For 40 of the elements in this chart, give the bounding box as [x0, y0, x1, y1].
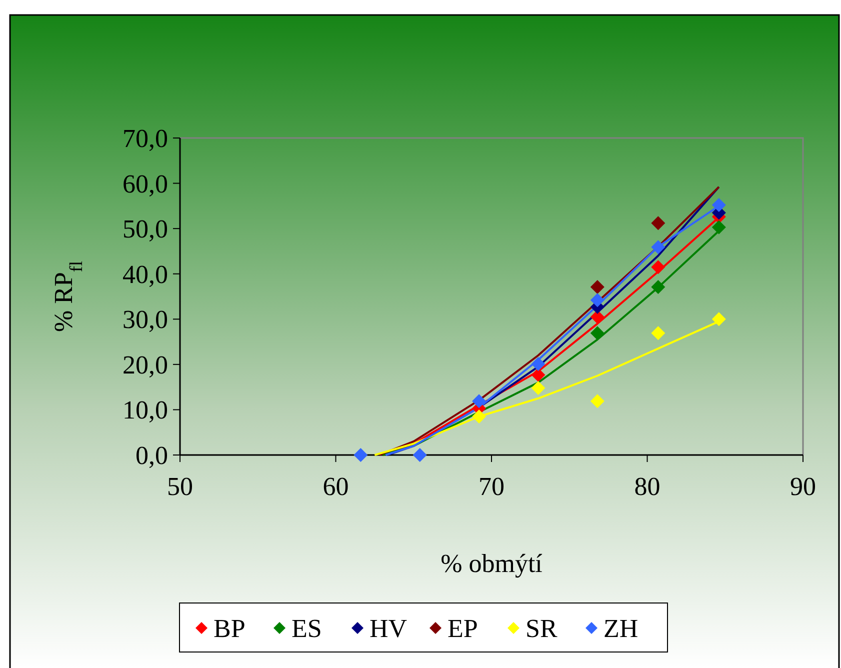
point: [590, 326, 604, 340]
y-tick-label: 20,0: [122, 350, 168, 380]
y-tick-label: 10,0: [122, 396, 168, 425]
legend-label: ZH: [604, 614, 638, 643]
y-tick-label: 0,0: [136, 441, 168, 470]
legend-label: ES: [292, 614, 322, 643]
point: [651, 260, 666, 274]
x-tick-label: 80: [634, 472, 660, 501]
point: [712, 312, 726, 326]
point: [354, 448, 368, 462]
point: [472, 410, 486, 424]
point: [590, 293, 604, 308]
point: [531, 368, 546, 382]
legend-label: EP: [448, 614, 478, 643]
y-tick-label: 50,0: [122, 214, 168, 244]
point: [472, 394, 486, 408]
legend-label: SR: [526, 614, 558, 643]
x-tick-label: 70: [478, 472, 504, 501]
point: [651, 216, 666, 230]
y-tick-label: 60,0: [122, 169, 168, 198]
point: [590, 394, 604, 408]
point: [651, 280, 666, 294]
legend-label: HV: [370, 614, 408, 643]
x-tick-label: 60: [322, 472, 349, 501]
y-tick-label: 70,0: [122, 124, 168, 153]
point: [651, 326, 666, 340]
x-tick-label: 50: [167, 472, 193, 501]
point: [651, 240, 666, 254]
legend-label: BP: [214, 614, 246, 643]
point: [712, 198, 726, 212]
point: [590, 280, 604, 294]
point: [590, 310, 604, 324]
point: [531, 380, 546, 395]
y-tick-label: 40,0: [122, 260, 168, 289]
y-tick-label: 30,0: [122, 305, 168, 334]
point: [712, 220, 726, 234]
point: [531, 356, 546, 371]
x-tick-label: 90: [790, 472, 816, 501]
x-axis-title: % obmýtí: [440, 549, 542, 578]
point: [412, 448, 427, 462]
